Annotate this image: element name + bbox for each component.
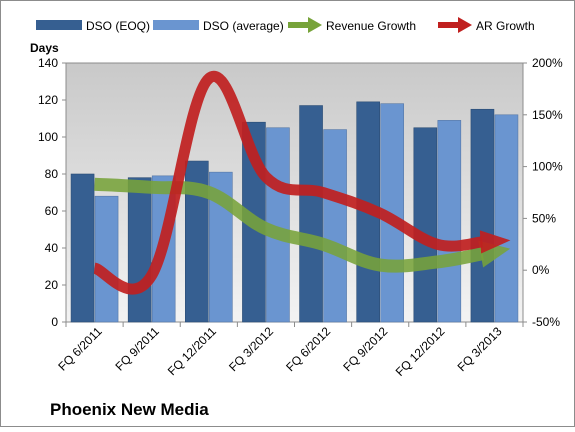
y-tick-label: 80: [45, 167, 59, 181]
legend-label: AR Growth: [476, 19, 535, 33]
legend-item-revenue-growth: Revenue Growth: [288, 17, 416, 33]
legend-label: DSO (EOQ): [86, 19, 150, 33]
bar-dso-average-6: [437, 120, 462, 323]
bar-dso-eoq-6: [413, 127, 438, 323]
legend-item-dso-average-: DSO (average): [153, 19, 284, 33]
legend-label: DSO (average): [203, 19, 284, 33]
y-tick-label: 120: [38, 93, 58, 107]
y-tick-label: 100: [38, 130, 58, 144]
legend-arrow-icon: [308, 17, 322, 33]
bar-dso-eoq-4: [299, 105, 323, 323]
revenue-growth-line: [94, 177, 484, 273]
y2-tick-label: -50%: [532, 315, 560, 329]
y2-tick-label: 150%: [532, 108, 563, 122]
y-tick-label: 20: [45, 278, 59, 292]
y-tick-label: 60: [45, 204, 59, 218]
legend-item-dso-eoq-: DSO (EOQ): [36, 19, 150, 33]
bar-dso-eoq-2: [185, 160, 209, 323]
legend-swatch: [153, 20, 199, 30]
legend-swatch: [36, 20, 82, 30]
y-tick-label: 140: [38, 56, 58, 70]
y2-tick-label: 0%: [532, 263, 550, 277]
bar-dso-average-0: [94, 195, 119, 323]
bars-layer: [70, 101, 519, 323]
y-tick-label: 40: [45, 241, 59, 255]
legend-arrow-icon: [458, 17, 472, 33]
y-tick-label: 0: [51, 315, 58, 329]
y-axis-title: Days: [30, 41, 59, 55]
ar-growth-arrowhead: [479, 230, 511, 254]
chart-title: Phoenix New Media: [50, 400, 209, 419]
bar-dso-average-7: [494, 114, 519, 323]
legend-label: Revenue Growth: [326, 19, 416, 33]
y2-tick-label: 50%: [532, 211, 556, 225]
lines-layer: [92, 70, 511, 295]
bar-dso-eoq-0: [70, 173, 95, 323]
legend-item-ar-growth: AR Growth: [438, 17, 535, 33]
ar-growth-line: [92, 70, 484, 295]
bar-dso-eoq-7: [470, 108, 495, 323]
bar-dso-eoq-1: [127, 177, 152, 323]
legend: DSO (EOQ) DSO (average) Revenue Growth AR G…: [36, 17, 535, 33]
bar-dso-average-4: [323, 129, 347, 323]
y2-tick-label: 200%: [532, 56, 563, 70]
y2-tick-label: 100%: [532, 160, 563, 174]
